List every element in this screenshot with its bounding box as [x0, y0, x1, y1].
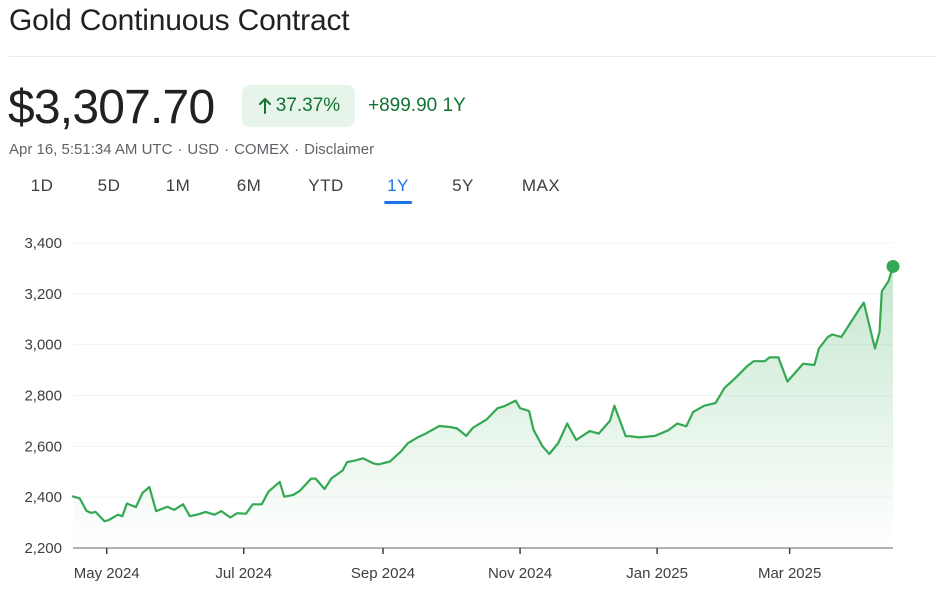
- percent-change-badge: 37.37%: [242, 85, 355, 127]
- y-tick-label: 3,000: [24, 337, 62, 354]
- absolute-change-value: +899.90: [368, 95, 438, 116]
- y-tick-label: 3,400: [24, 235, 62, 252]
- tab-ytd[interactable]: YTD: [308, 176, 344, 195]
- quote-timestamp: Apr 16, 5:51:34 AM UTC: [9, 141, 173, 158]
- page-title: Gold Continuous Contract: [9, 4, 350, 37]
- disclaimer-link[interactable]: Disclaimer: [304, 141, 375, 158]
- series-area-fill: [73, 266, 893, 548]
- chart-area-layer: [73, 266, 893, 548]
- y-tick-label: 2,800: [24, 388, 62, 405]
- y-tick-label: 3,200: [24, 286, 62, 303]
- meta-separator: ·: [294, 141, 300, 158]
- last-price-point[interactable]: [886, 259, 900, 273]
- y-tick-label: 2,200: [24, 540, 62, 557]
- tab-1d[interactable]: 1D: [30, 176, 54, 195]
- x-tick-label: Mar 2025: [758, 565, 821, 582]
- quote-exchange: COMEX: [234, 141, 290, 158]
- price-chart[interactable]: 2,200 2,400 2,600 2,800 3,000 3,200 3,400 May 2…: [0, 226, 936, 602]
- tab-1y[interactable]: 1Y: [384, 176, 412, 204]
- chart-series-layer: [71, 259, 900, 523]
- meta-separator: ·: [224, 141, 230, 158]
- time-range-tabs: 1D 5D 1M 6M YTD 1Y 5Y MAX: [0, 176, 620, 206]
- meta-separator: ·: [177, 141, 183, 158]
- quote-currency: USD: [187, 141, 220, 158]
- current-price: $3,307.70: [8, 81, 215, 134]
- percent-change-value: 37.37%: [275, 95, 341, 116]
- y-tick-label: 2,600: [24, 438, 62, 455]
- tab-max[interactable]: MAX: [521, 176, 561, 195]
- x-tick-label: Jul 2024: [215, 565, 272, 582]
- chart-axes: [73, 547, 893, 554]
- arrow-up-icon: [258, 98, 271, 114]
- header-divider: [9, 56, 936, 57]
- tab-5y[interactable]: 5Y: [452, 176, 474, 195]
- x-tick-label: Jan 2025: [626, 565, 688, 582]
- tab-5d[interactable]: 5D: [97, 176, 121, 195]
- tab-1m[interactable]: 1M: [165, 176, 191, 195]
- tab-6m[interactable]: 6M: [236, 176, 262, 195]
- absolute-change: +899.90 1Y: [368, 95, 466, 117]
- quote-meta: Apr 16, 5:51:34 AM UTC · USD · COMEX · Disclai…: [9, 141, 374, 158]
- x-tick-label: Sep 2024: [351, 565, 415, 582]
- y-tick-label: 2,400: [24, 489, 62, 506]
- change-period: 1Y: [442, 95, 466, 116]
- series-line: [71, 265, 895, 523]
- x-tick-label: Nov 2024: [488, 565, 552, 582]
- chart-labels: 2,200 2,400 2,600 2,800 3,000 3,200 3,400 May 2…: [24, 235, 821, 582]
- x-tick-label: May 2024: [74, 565, 140, 582]
